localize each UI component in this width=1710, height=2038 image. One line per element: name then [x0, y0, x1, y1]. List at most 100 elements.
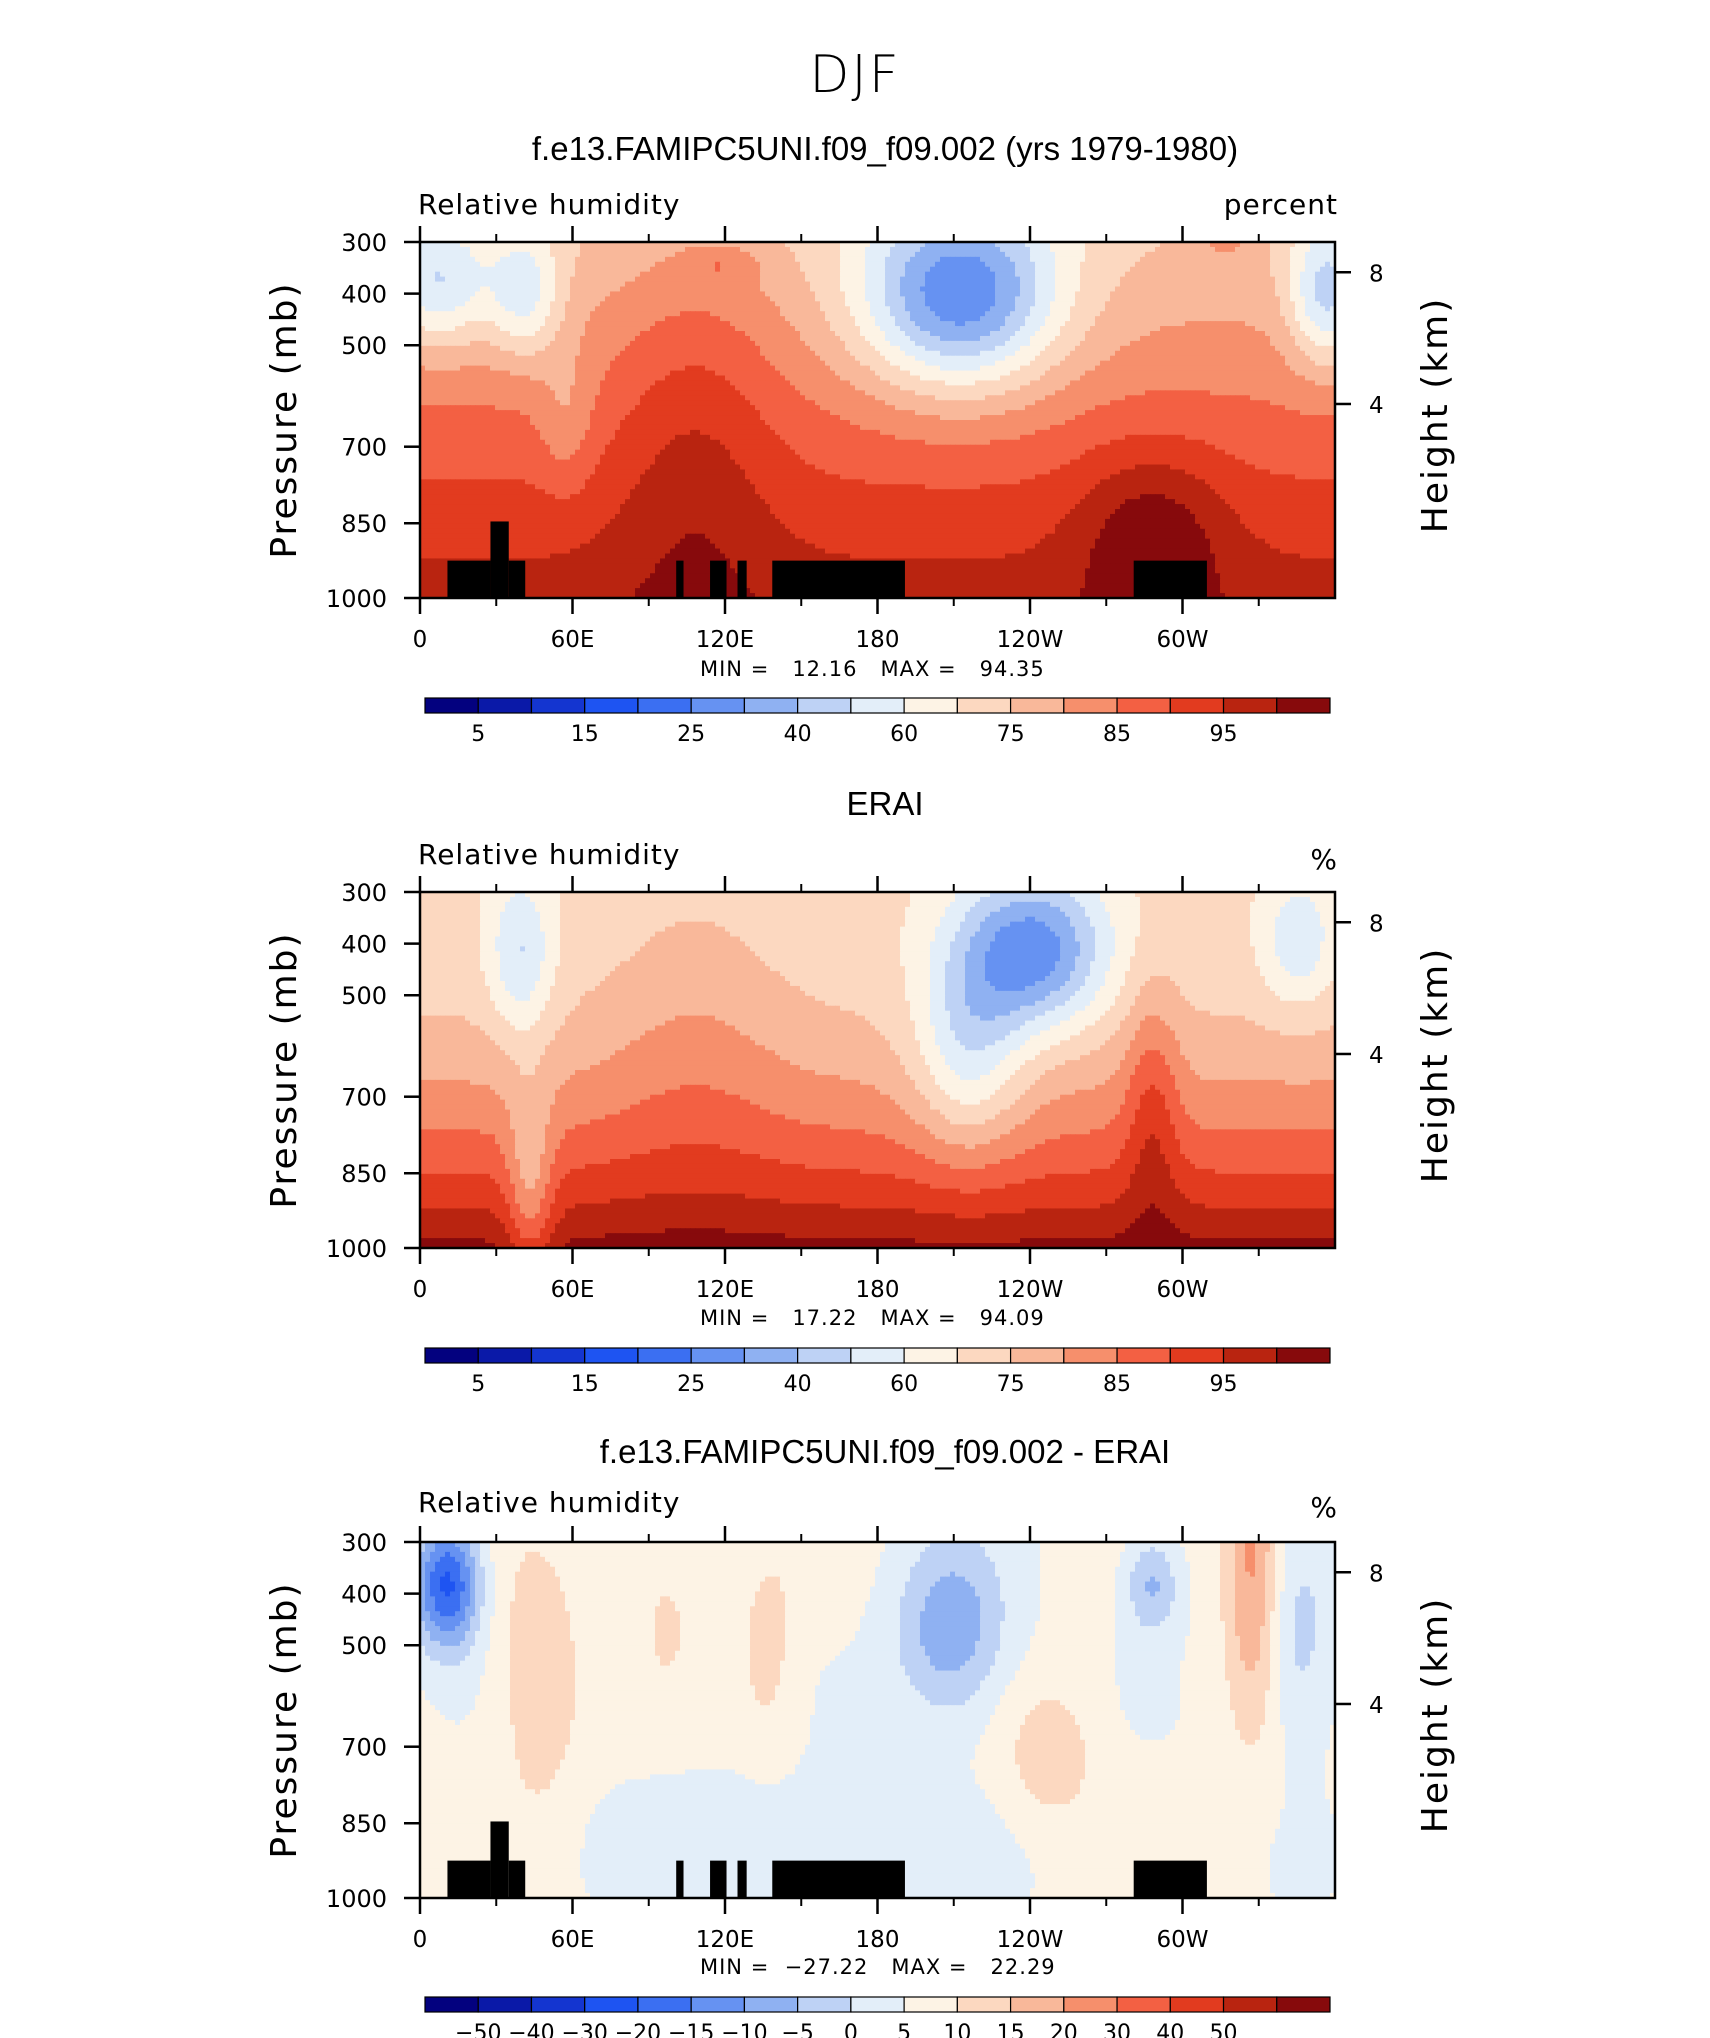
contour-cell: [470, 375, 476, 382]
contour-cell: [590, 350, 596, 357]
contour-cell: [785, 276, 791, 283]
contour-cell: [1305, 370, 1311, 377]
contour-cell: [815, 261, 821, 268]
contour-cell: [445, 261, 451, 268]
contour-cell: [980, 246, 986, 253]
contour-cell: [1155, 355, 1161, 362]
contour-cell: [1245, 246, 1251, 253]
contour-cell: [870, 246, 876, 253]
contour-cell: [1310, 286, 1316, 293]
contour-cell: [730, 350, 736, 357]
contour-cell: [600, 311, 606, 317]
contour-cell: [915, 281, 921, 288]
contour-cell: [435, 350, 441, 357]
contour-cell: [1030, 360, 1036, 367]
contour-cell: [1005, 256, 1011, 263]
contour-cell: [1235, 345, 1241, 352]
contour-cell: [1035, 306, 1041, 312]
contour-cell: [725, 266, 731, 273]
contour-cell: [1190, 360, 1196, 367]
contour-cell: [1265, 365, 1271, 372]
contour-cell: [1195, 345, 1201, 352]
contour-cell: [570, 286, 576, 293]
contour-cell: [1015, 251, 1021, 258]
contour-cell: [1050, 350, 1056, 357]
contour-cell: [745, 296, 751, 302]
contour-cell: [440, 291, 446, 297]
contour-cell: [1320, 311, 1326, 317]
contour-cell: [1090, 271, 1096, 278]
contour-cell: [890, 355, 896, 362]
contour-cell: [595, 326, 601, 332]
contour-cell: [630, 370, 636, 377]
contour-cell: [1120, 321, 1126, 327]
contour-cell: [960, 326, 966, 332]
contour-cell: [1020, 326, 1026, 332]
contour-cell: [495, 276, 501, 283]
contour-cell: [1045, 316, 1051, 322]
contour-cell: [1025, 311, 1031, 317]
contour-cell: [685, 311, 691, 317]
contour-cell: [480, 261, 486, 268]
contour-cell: [660, 326, 666, 332]
contour-cell: [525, 271, 531, 278]
contour-cell: [785, 345, 791, 352]
contour-cell: [1060, 321, 1066, 327]
contour-cell: [1255, 266, 1261, 273]
contour-cell: [985, 340, 991, 347]
contour-cell: [650, 321, 656, 327]
contour-cell: [1145, 251, 1151, 258]
contour-cell: [715, 321, 721, 327]
contour-cell: [1310, 266, 1316, 273]
contour-cell: [565, 321, 571, 327]
contour-cell: [975, 350, 981, 357]
contour-cell: [1020, 251, 1026, 258]
contour-cell: [1025, 345, 1031, 352]
contour-cell: [500, 256, 506, 263]
contour-cell: [775, 246, 781, 253]
contour-cell: [695, 281, 701, 288]
contour-cell: [1210, 370, 1216, 377]
contour-cell: [650, 246, 656, 253]
contour-cell: [515, 251, 521, 258]
contour-cell: [720, 316, 726, 322]
contour-cell: [630, 311, 636, 317]
contour-cell: [1020, 306, 1026, 312]
contour-cell: [575, 335, 581, 342]
contour-cell: [940, 281, 946, 288]
contour-cell: [1285, 261, 1291, 268]
contour-cell: [990, 281, 996, 288]
contour-cell: [560, 271, 566, 278]
contour-cell: [1220, 331, 1226, 337]
contour-cell: [785, 286, 791, 293]
contour-cell: [490, 291, 496, 297]
contour-cell: [815, 365, 821, 372]
contour-cell: [1020, 261, 1026, 268]
contour-cell: [810, 301, 816, 307]
contour-cell: [430, 261, 436, 268]
contour-cell: [1160, 266, 1166, 273]
contour-cell: [1095, 345, 1101, 352]
contour-cell: [1240, 350, 1246, 357]
contour-cell: [855, 350, 861, 357]
contour-cell: [615, 242, 621, 248]
contour-cell: [470, 370, 476, 377]
contour-cell: [965, 276, 971, 283]
contour-cell: [1245, 335, 1251, 342]
contour-cell: [725, 251, 731, 258]
contour-cell: [585, 261, 591, 268]
contour-cell: [655, 335, 661, 342]
contour-cell: [1250, 261, 1256, 268]
contour-cell: [890, 266, 896, 273]
contour-cell: [895, 331, 901, 337]
contour-cell: [635, 335, 641, 342]
contour-cell: [1105, 291, 1111, 297]
contour-cell: [770, 251, 776, 258]
contour-cell: [490, 350, 496, 357]
contour-cell: [560, 242, 566, 248]
contour-cell: [630, 306, 636, 312]
contour-cell: [1205, 331, 1211, 337]
contour-cell: [1295, 242, 1301, 248]
contour-cell: [420, 321, 426, 327]
contour-cell: [1040, 350, 1046, 357]
